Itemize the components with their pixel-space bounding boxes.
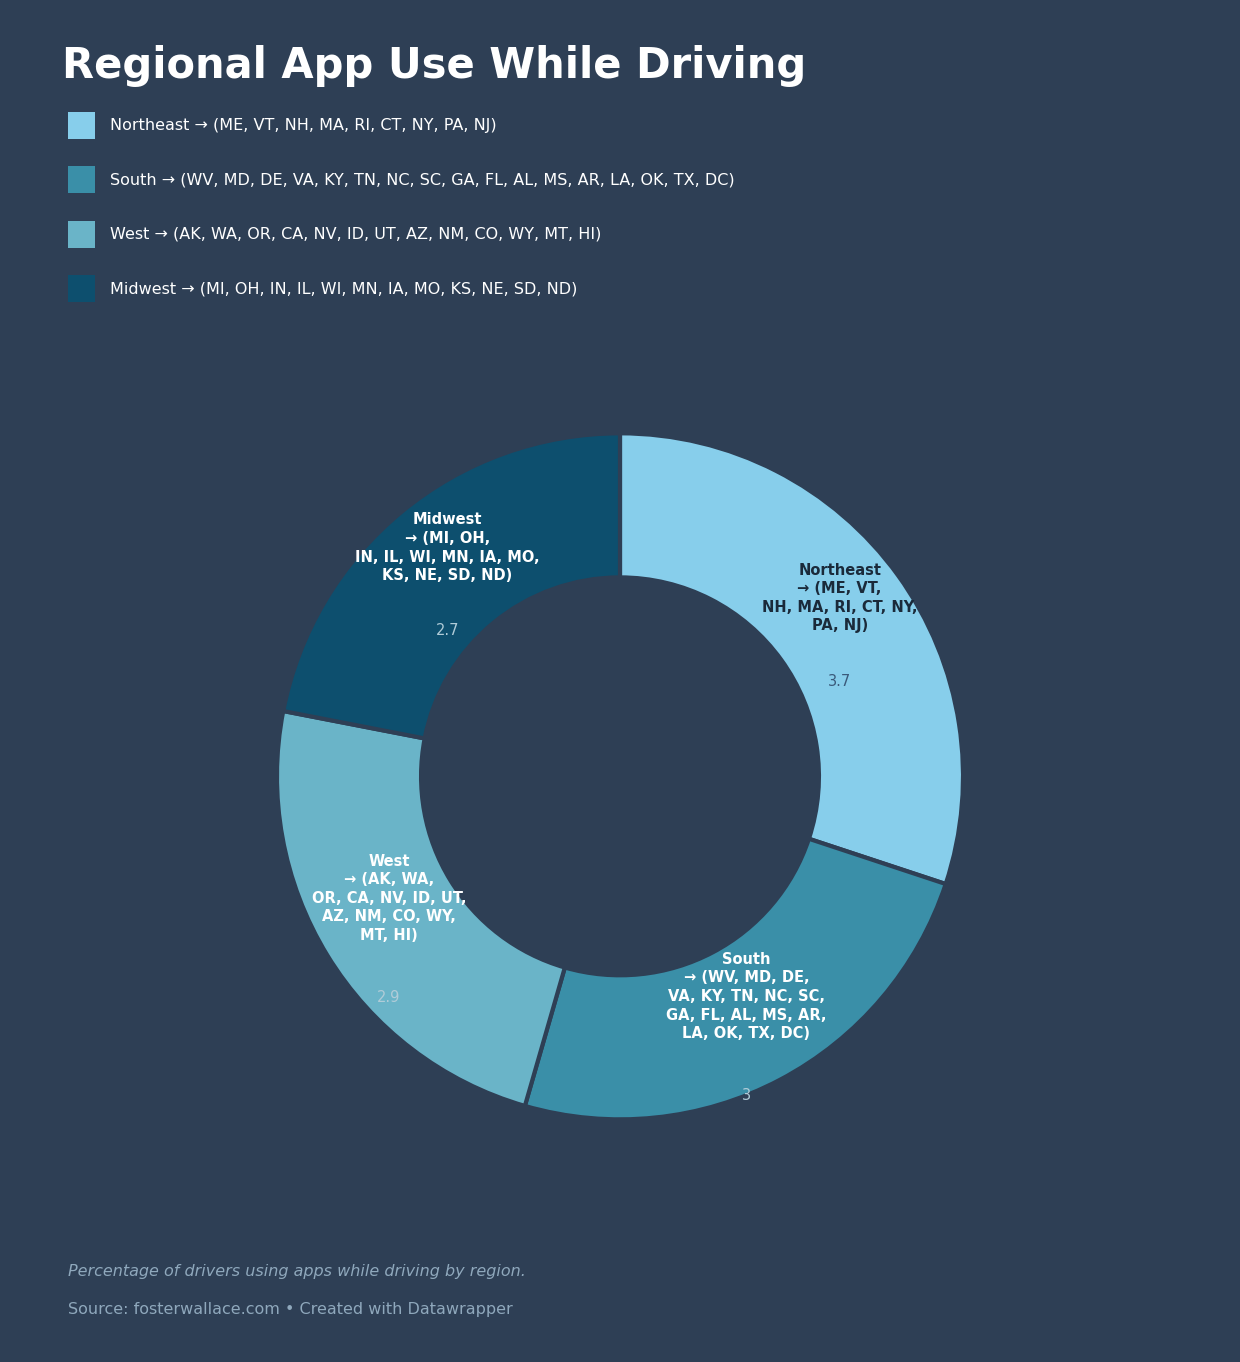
Text: 3: 3 [742,1088,751,1103]
Text: Source: fosterwallace.com • Created with Datawrapper: Source: fosterwallace.com • Created with… [68,1302,513,1317]
Text: West
→ (AK, WA,
OR, CA, NV, ID, UT,
AZ, NM, CO, WY,
MT, HI): West → (AK, WA, OR, CA, NV, ID, UT, AZ, … [311,854,466,943]
Text: Northeast → (ME, VT, NH, MA, RI, CT, NY, PA, NJ): Northeast → (ME, VT, NH, MA, RI, CT, NY,… [110,117,497,133]
Text: South → (WV, MD, DE, VA, KY, TN, NC, SC, GA, FL, AL, MS, AR, LA, OK, TX, DC): South → (WV, MD, DE, VA, KY, TN, NC, SC,… [110,172,735,188]
Text: Regional App Use While Driving: Regional App Use While Driving [62,45,806,87]
Text: South
→ (WV, MD, DE,
VA, KY, TN, NC, SC,
GA, FL, AL, MS, AR,
LA, OK, TX, DC): South → (WV, MD, DE, VA, KY, TN, NC, SC,… [666,952,827,1041]
Text: 2.9: 2.9 [377,990,401,1005]
Text: Northeast
→ (ME, VT,
NH, MA, RI, CT, NY,
PA, NJ): Northeast → (ME, VT, NH, MA, RI, CT, NY,… [761,563,918,633]
Wedge shape [277,711,565,1106]
Text: Midwest
→ (MI, OH,
IN, IL, WI, MN, IA, MO,
KS, NE, SD, ND): Midwest → (MI, OH, IN, IL, WI, MN, IA, M… [356,512,539,583]
Text: West → (AK, WA, OR, CA, NV, ID, UT, AZ, NM, CO, WY, MT, HI): West → (AK, WA, OR, CA, NV, ID, UT, AZ, … [110,226,601,242]
Wedge shape [283,433,620,738]
Text: 3.7: 3.7 [828,674,852,689]
Text: Midwest → (MI, OH, IN, IL, WI, MN, IA, MO, KS, NE, SD, ND): Midwest → (MI, OH, IN, IL, WI, MN, IA, M… [110,281,578,297]
Wedge shape [620,433,963,884]
Wedge shape [525,839,946,1120]
Text: 2.7: 2.7 [435,624,459,639]
Text: Percentage of drivers using apps while driving by region.: Percentage of drivers using apps while d… [68,1264,526,1279]
